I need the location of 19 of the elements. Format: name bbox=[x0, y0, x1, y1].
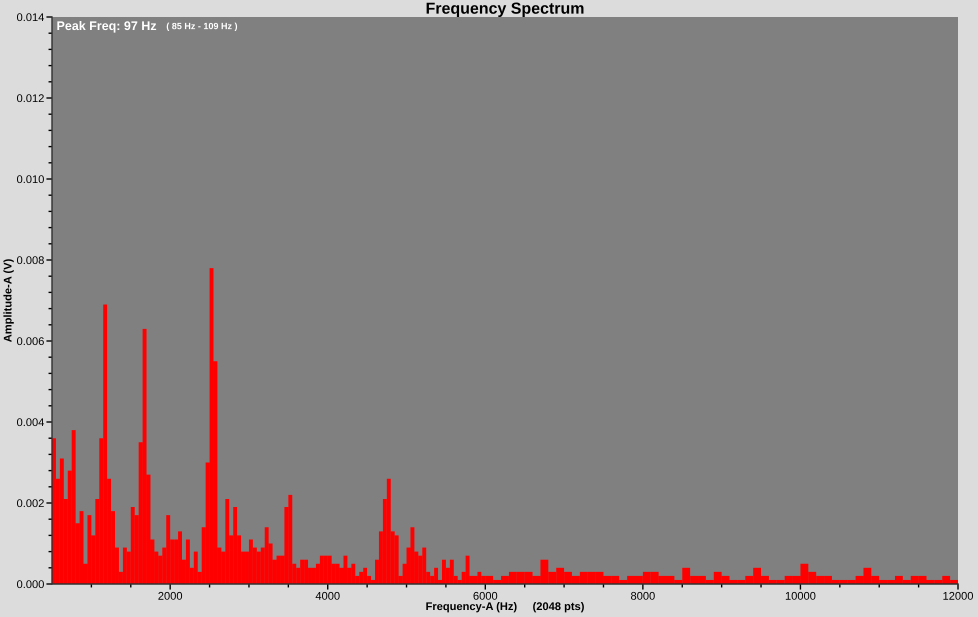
x-tick-label: 8000 bbox=[630, 592, 655, 600]
y-tick-label: 0.008 bbox=[16, 256, 44, 264]
x-tick-label: 2000 bbox=[158, 592, 182, 600]
y-axis-title: Amplitude-A (V) bbox=[3, 259, 14, 342]
y-tick-label: 0.006 bbox=[16, 337, 44, 346]
y-tick-label: 0.010 bbox=[16, 175, 44, 184]
annotation: Peak Freq: 97 Hz bbox=[57, 20, 156, 33]
y-tick-label: 0.012 bbox=[16, 94, 44, 102]
x-tick-label: 12000 bbox=[943, 592, 974, 600]
x-tick-label: 10000 bbox=[786, 592, 816, 600]
y-tick-label: 0.002 bbox=[16, 499, 44, 508]
chart-title: Frequency Spectrum bbox=[426, 2, 584, 17]
annotation: ( 85 Hz - 109 Hz ) bbox=[166, 22, 238, 32]
x-axis-title: Frequency-A (Hz) (2048 pts) bbox=[426, 602, 584, 612]
y-tick-label: 0.000 bbox=[16, 580, 44, 588]
y-tick-label: 0.004 bbox=[16, 418, 44, 426]
y-tick-label: 0.014 bbox=[16, 13, 44, 22]
x-tick-label: 4000 bbox=[316, 592, 340, 600]
x-tick-label: 6000 bbox=[474, 592, 498, 600]
